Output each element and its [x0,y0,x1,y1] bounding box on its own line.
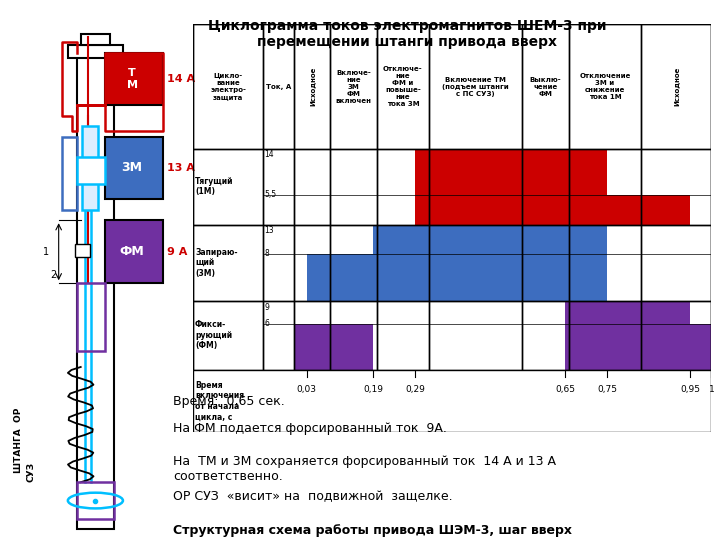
Text: На ФМ подается форсированный ток  9А.: На ФМ подается форсированный ток 9А. [173,422,446,435]
Text: 14: 14 [264,151,274,159]
Text: 0,95: 0,95 [680,386,701,394]
Text: Отключение
3М и
снижение
тока 1М: Отключение 3М и снижение тока 1М [580,73,631,100]
Bar [104,220,163,283]
Text: ШТАНГА  ОР: ШТАНГА ОР [14,408,23,473]
Text: Т
М: Т М [127,68,138,90]
Text: 0,03: 0,03 [297,386,317,394]
Text: Тягущий
(1М): Тягущий (1М) [195,177,233,197]
Text: 0,19: 0,19 [364,386,383,394]
Text: 8: 8 [264,249,269,259]
Bar [607,195,690,225]
Text: ФМ: ФМ [120,245,145,258]
Text: 1: 1 [42,247,49,256]
Bar [77,158,104,184]
Text: 0,75: 0,75 [597,386,617,394]
Text: 6: 6 [264,319,269,328]
Text: Включе-
ние
3М
ФМ
включен: Включе- ние 3М ФМ включен [336,70,372,104]
Text: 13: 13 [264,226,274,235]
Text: Включение ТМ
(подъем штанги
с ПС СУЗ): Включение ТМ (подъем штанги с ПС СУЗ) [442,77,509,97]
Text: Структурная схема работы привода ШЭМ-3, шаг вверх: Структурная схема работы привода ШЭМ-3, … [173,524,572,537]
Text: На  ТМ и 3М сохраняется форсированный ток  14 А и 13 А
соответственно.: На ТМ и 3М сохраняется форсированный ток… [173,455,556,483]
Bar [104,53,163,105]
Bar [415,148,607,225]
Text: Время
включения
от начала
цикла, с: Время включения от начала цикла, с [195,381,244,421]
Text: ОР СУЗ  «висит» на  подвижной  защелке.: ОР СУЗ «висит» на подвижной защелке. [173,490,452,503]
Text: Циклограмма токов электромагнитов ШЕМ-3 при
перемещении штанги привода вверх: Циклограмма токов электромагнитов ШЕМ-3 … [207,19,606,49]
Text: Время:  0,65 сек.: Время: 0,65 сек. [173,395,284,408]
Bar [81,126,98,210]
Text: Запираю-
щий
(3М): Запираю- щий (3М) [195,248,238,278]
Text: 14 А: 14 А [167,74,195,84]
Text: 9 А: 9 А [167,247,187,256]
Bar [565,301,690,370]
Bar [81,35,110,45]
Bar [68,45,123,58]
Text: Цикло-
вание
электро-
защита: Цикло- вание электро- защита [210,73,246,100]
Text: 9: 9 [264,302,269,312]
Bar [690,324,711,370]
Bar [294,324,374,370]
Bar [77,53,114,529]
Text: 5,5: 5,5 [264,191,276,199]
Text: 0,29: 0,29 [405,386,425,394]
Text: 3М: 3М [122,161,143,174]
Bar [307,254,374,301]
Text: 1: 1 [708,386,714,394]
Text: Отключе-
ние
ФМ и
повыше-
ние
тока 3М: Отключе- ние ФМ и повыше- ние тока 3М [383,66,423,107]
Text: Выклю-
чение
ФМ: Выклю- чение ФМ [530,77,562,97]
Bar [75,244,90,257]
Text: 0,65: 0,65 [555,386,575,394]
Bar [104,137,163,199]
Text: Исходное: Исходное [673,67,680,106]
Text: 2: 2 [50,271,56,280]
Text: СУЗ: СУЗ [27,462,36,482]
Bar [374,225,607,301]
Text: 13 А: 13 А [167,163,195,173]
Text: Фикси-
рующий
(ФМ): Фикси- рующий (ФМ) [195,320,232,350]
Text: Исходное: Исходное [309,67,315,106]
Text: Ток, А: Ток, А [266,84,291,90]
